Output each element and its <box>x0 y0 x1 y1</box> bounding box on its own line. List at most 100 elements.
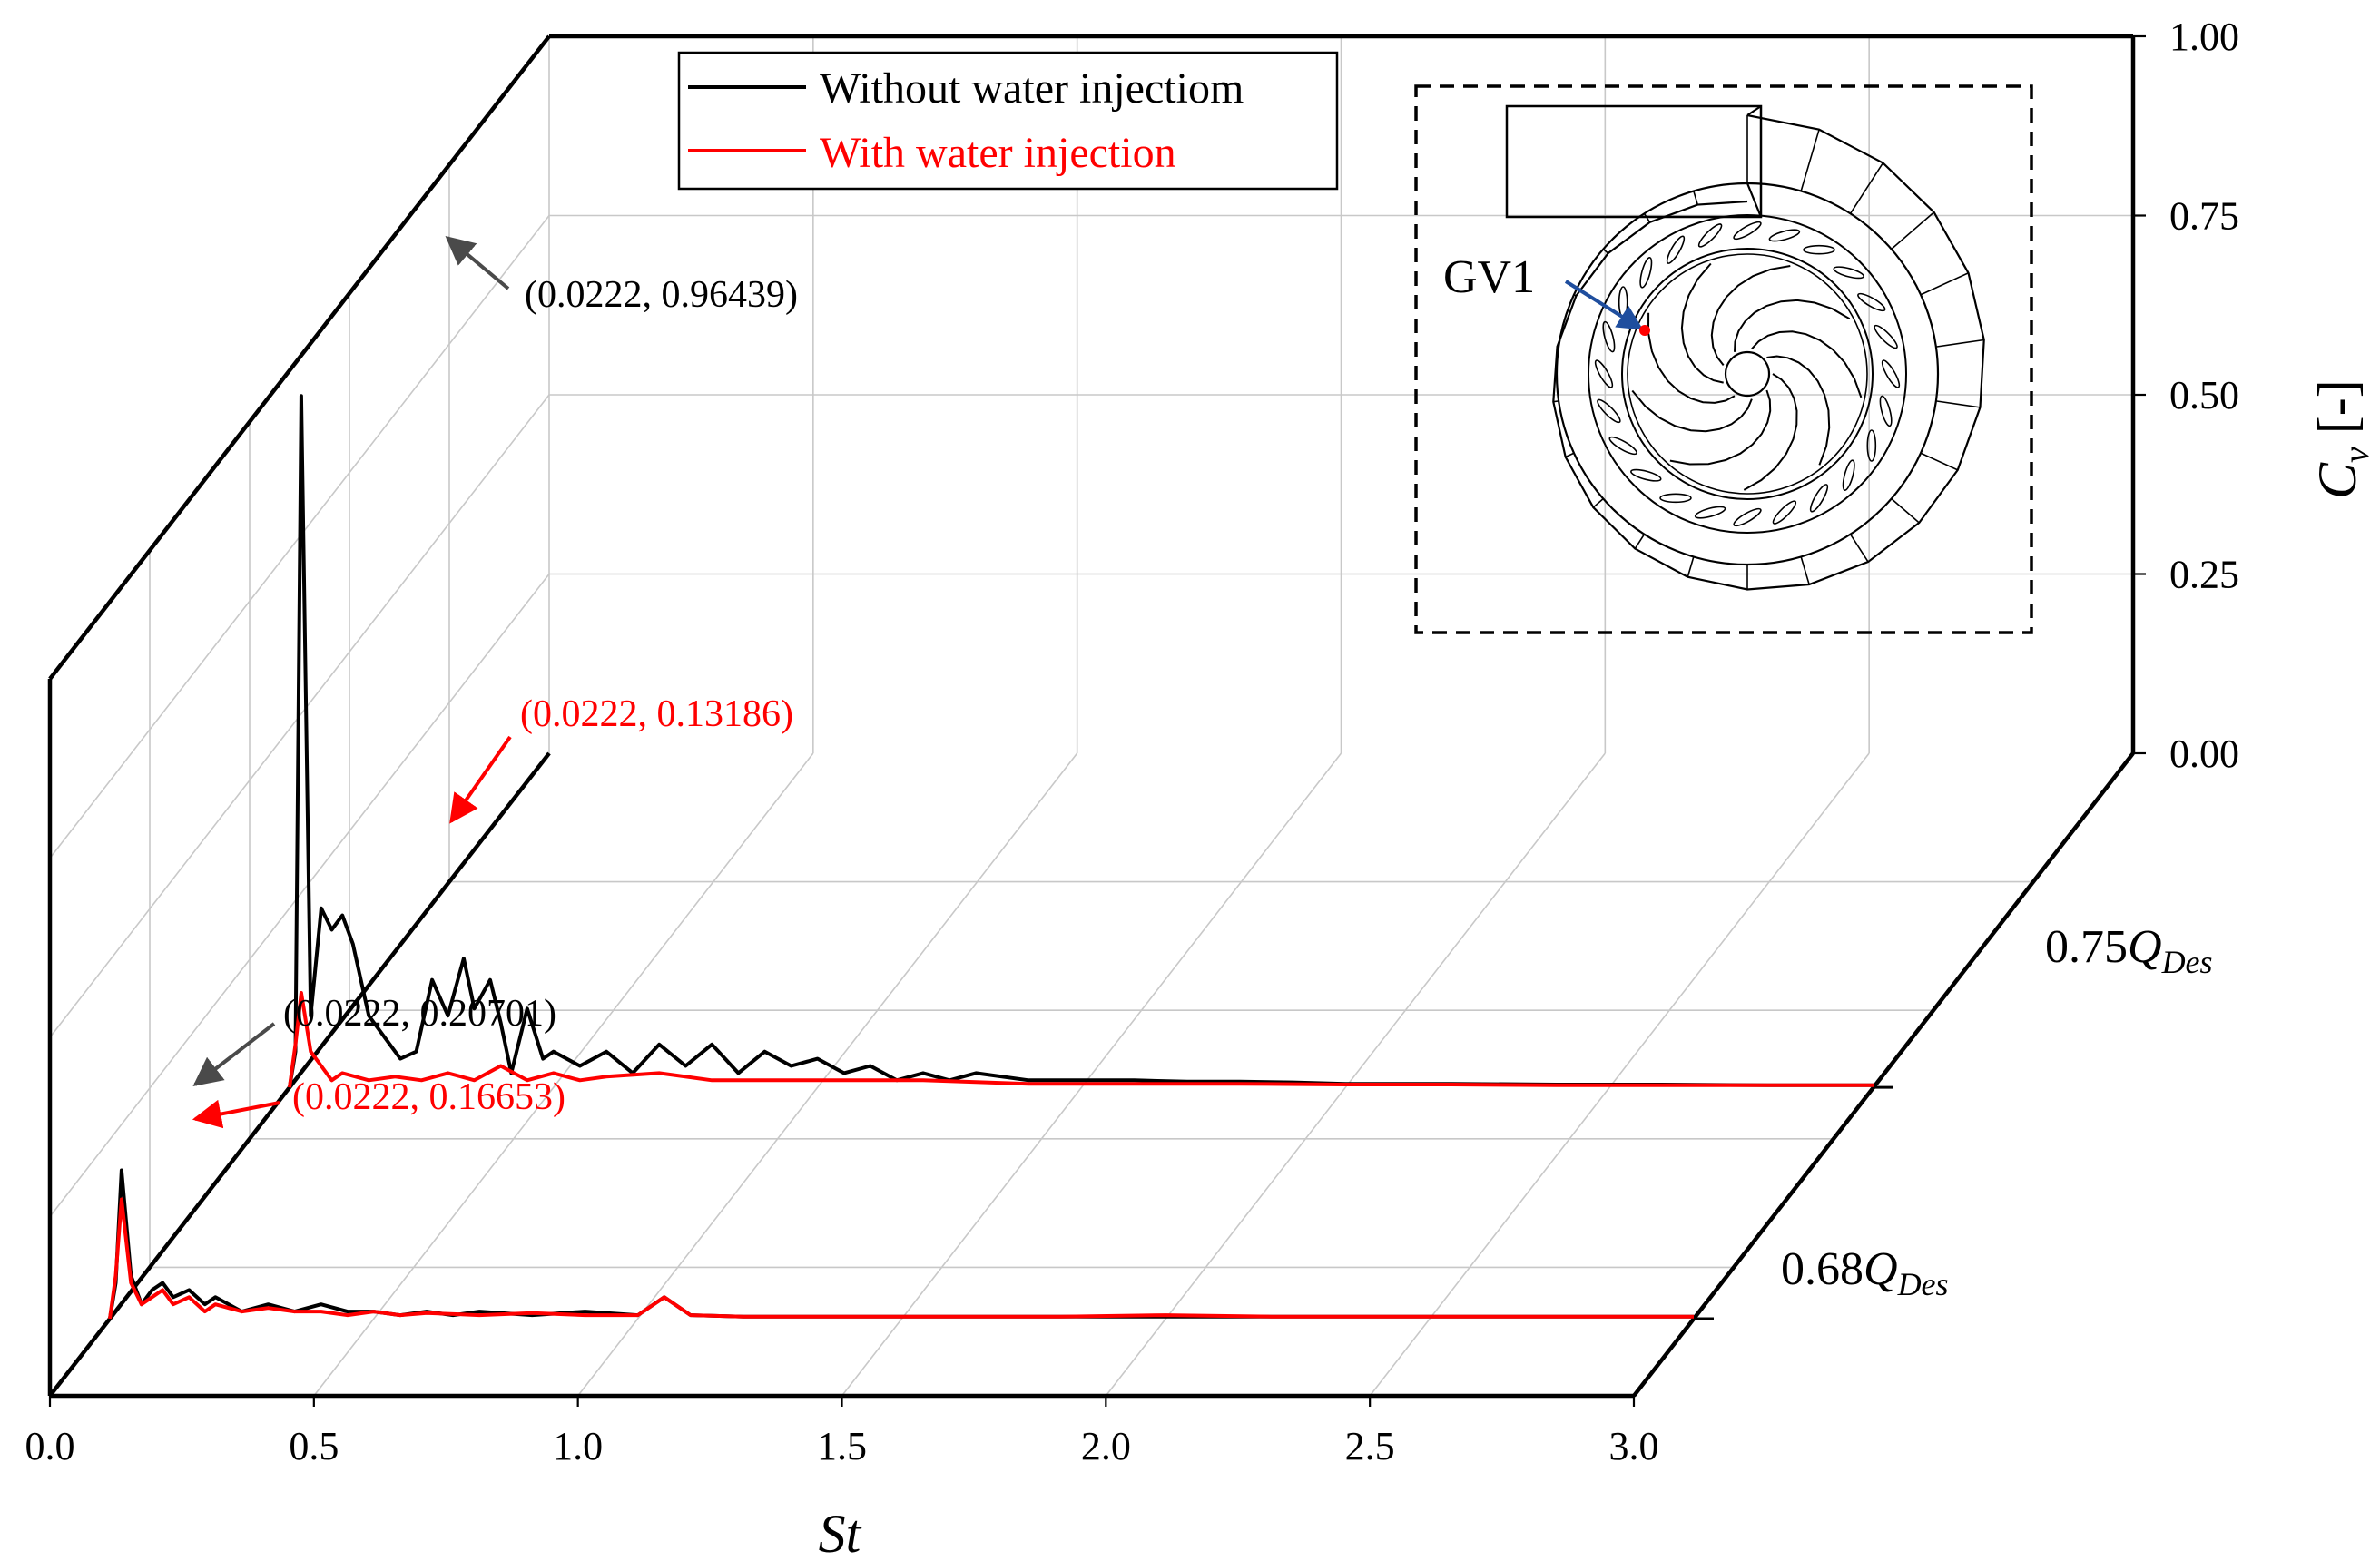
legend-label-with: With water injection <box>820 129 1176 177</box>
volute-inner <box>1555 182 1940 566</box>
floor-grid-x-2 <box>577 752 1078 1397</box>
guide-vane-13 <box>1602 320 1616 353</box>
inset-frame <box>1414 84 2033 634</box>
slice-label-0.68-num: 0.68 <box>1781 1243 1864 1295</box>
volute-section-19 <box>1602 248 1609 254</box>
volute-section-2 <box>1849 162 1884 214</box>
guide-vane-1 <box>1879 395 1893 427</box>
guide-vane-5 <box>1772 500 1797 525</box>
guide-vane-16 <box>1666 235 1686 264</box>
guide-vane-14 <box>1618 286 1628 319</box>
volute-section-20 <box>1643 212 1651 223</box>
inset-schematic: GV1 <box>1414 84 2033 634</box>
annotation-0.16653: (0.0222, 0.16653) <box>292 1076 565 1118</box>
y-axis-label-sub: v <box>2336 447 2376 463</box>
volute-section-12 <box>1687 556 1695 577</box>
runner-blade-0 <box>1743 373 1798 491</box>
runner-blade-3 <box>1647 312 1736 404</box>
svg-text:Cv[-]: Cv [-] <box>2307 379 2376 499</box>
annotation-0.20701: (0.0222, 0.20701) <box>283 993 556 1035</box>
volute-section-14 <box>1592 497 1604 508</box>
volute-section-9 <box>1849 534 1869 563</box>
y-axis-label: Cv [-] <box>2307 379 2376 499</box>
gv1-arrow <box>1564 280 1644 330</box>
axes-frame <box>47 34 2136 1399</box>
volute-section-18 <box>1573 294 1577 297</box>
slice-label-0.68Q: 0.68QDes <box>1781 1243 1949 1302</box>
runner-blade-4 <box>1680 262 1724 384</box>
x-tick-label-5: 2.5 <box>1345 1424 1395 1468</box>
runner-hub <box>1724 350 1771 398</box>
slice-label-0.75-main: Q <box>2128 921 2162 973</box>
runner-blade-1 <box>1669 389 1772 466</box>
slice-label-0.75Q: 0.75QDes <box>2045 921 2213 980</box>
volute-section-6 <box>1935 400 1981 408</box>
runner-blades <box>1588 214 1907 534</box>
legend-label-without: Without water injectiom <box>820 64 1244 113</box>
guide-vane-8 <box>1659 493 1692 504</box>
runner-blade-7 <box>1751 330 1863 398</box>
volute-section-8 <box>1891 497 1920 524</box>
series-0.75Q_Des-without <box>288 394 1874 1088</box>
x-tick-label-1: 0.5 <box>289 1424 339 1468</box>
frame-edge-4 <box>48 34 551 681</box>
volute-section-13 <box>1634 534 1646 549</box>
volute-section-7 <box>1920 452 1959 471</box>
side-grid-y-1 <box>49 574 550 1217</box>
x-tick-label-2: 1.0 <box>553 1424 603 1468</box>
guide-vane-9 <box>1630 468 1662 482</box>
floor-grid-x-4 <box>1105 752 1606 1397</box>
volute-casing <box>1505 104 1985 591</box>
annotation-arrow-0.96439 <box>445 235 510 290</box>
annotation-arrow-0.13186 <box>449 735 512 824</box>
runner-blade-2 <box>1631 389 1753 433</box>
y-tick-label-2: 0.50 <box>2169 373 2239 417</box>
slice-label-0.68-sub: Des <box>1897 1266 1949 1302</box>
volute-section-5 <box>1935 339 1984 348</box>
frame-edge-1 <box>48 751 551 1398</box>
series-0.68Q_Des-without <box>108 1168 1694 1320</box>
legend: Without water injectiom With water injec… <box>677 51 1339 191</box>
grid-lines <box>49 35 2134 1397</box>
x-tick-label-6: 3.0 <box>1609 1424 1659 1468</box>
volute-section-4 <box>1920 272 1969 296</box>
guide-vane-7 <box>1694 506 1726 519</box>
floor-grid-x-3 <box>841 752 1342 1397</box>
guide-ring-outer <box>1588 214 1907 534</box>
guide-vane-19 <box>1768 229 1801 242</box>
volute-inlet-top <box>1746 105 1762 116</box>
guide-vane-15 <box>1639 257 1653 289</box>
y-tick-label-0: 0.00 <box>2169 731 2239 776</box>
volute-section-16 <box>1553 400 1559 403</box>
y-tick-label-1: 0.25 <box>2169 553 2239 597</box>
runner-blade-6 <box>1734 299 1851 352</box>
data-series <box>108 394 1893 1320</box>
slice-label-0.68-main: Q <box>1864 1243 1898 1295</box>
annotation-arrow-0.16653 <box>192 1099 280 1129</box>
floor-grid-x-5 <box>1369 752 1870 1397</box>
series-0.68Q_Des-with <box>108 1197 1694 1320</box>
guide-vane-22 <box>1857 292 1886 312</box>
annotation-0.13186: (0.0222, 0.13186) <box>520 693 793 735</box>
guide-vane-3 <box>1842 459 1855 491</box>
x-tick-label-0: 0.0 <box>25 1424 75 1468</box>
gv1-marker <box>1639 325 1650 336</box>
guide-ring-inner <box>1621 248 1874 500</box>
annotation-arrow-0.20701 <box>192 1022 276 1086</box>
guide-vane-21 <box>1833 266 1864 280</box>
y-axis-label-unit: [-] <box>2307 379 2367 434</box>
guide-vane-23 <box>1874 324 1898 349</box>
guide-vane-11 <box>1597 398 1621 424</box>
tick-labels: 0.0 0.5 1.0 1.5 2.0 2.5 3.0 0.00 0.25 0.50 0.75 1.0… <box>25 15 2240 1468</box>
y-axis-label-main: C <box>2307 462 2367 499</box>
slice-label-0.75-sub: Des <box>2161 944 2213 980</box>
volute-inlet <box>1505 104 1763 219</box>
guide-vane-4 <box>1809 484 1829 513</box>
legend-box <box>677 51 1339 191</box>
guide-vane-18 <box>1733 221 1762 241</box>
runner-outer <box>1627 253 1868 495</box>
y-tick-label-4: 1.00 <box>2169 15 2239 59</box>
volute-section-15 <box>1565 452 1575 458</box>
guide-vane-6 <box>1733 507 1762 527</box>
